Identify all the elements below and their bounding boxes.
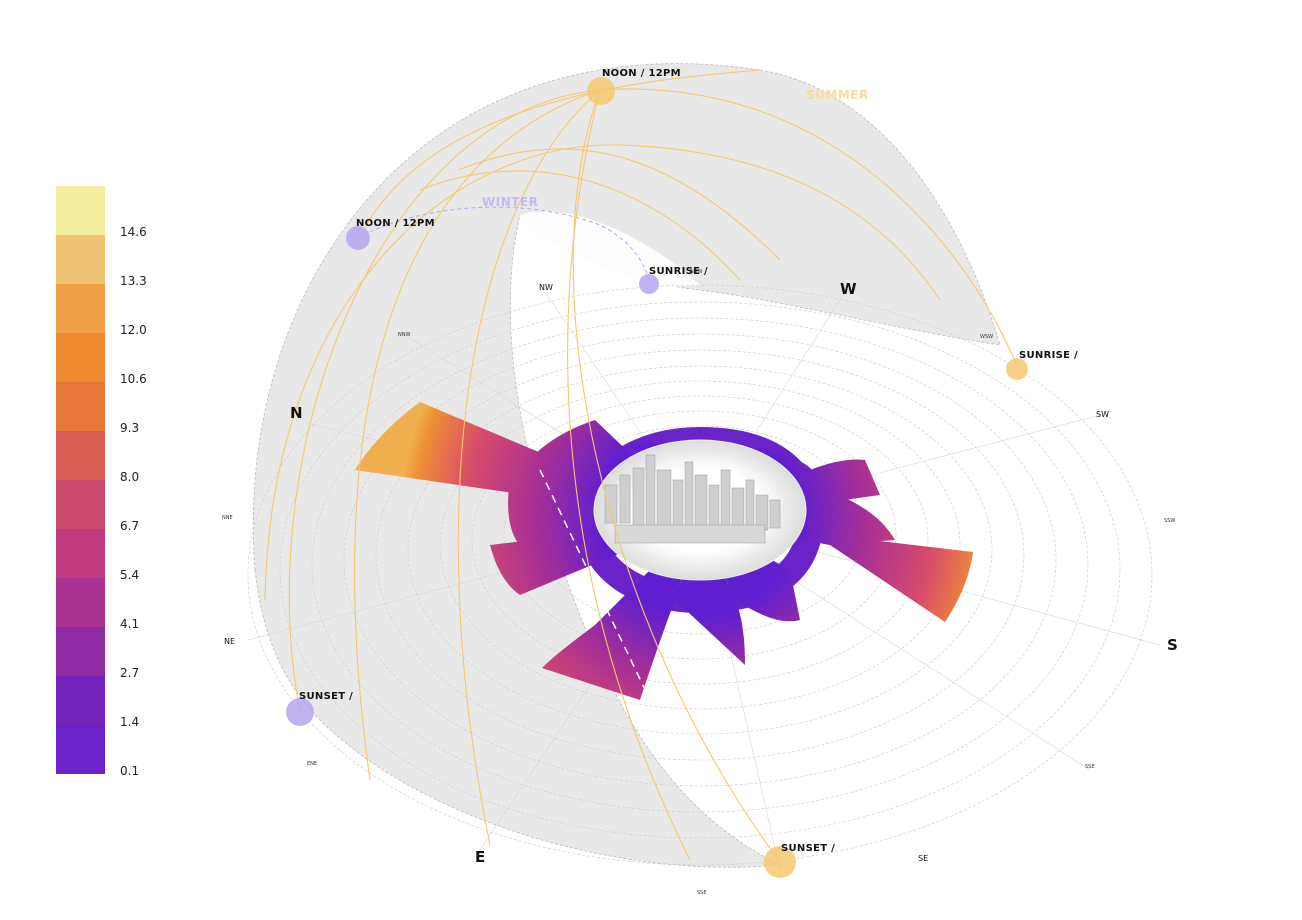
- summer-arc: [567, 89, 691, 861]
- building: [645, 454, 656, 531]
- direction-nw: NW: [539, 283, 553, 292]
- summer-arc: [264, 144, 941, 601]
- building: [632, 467, 645, 527]
- legend-tick-label: 8.0: [120, 470, 140, 484]
- legend-tick-label: 14.6: [120, 225, 147, 239]
- ground-ring: [247, 284, 1153, 866]
- ground-ring: [343, 333, 1057, 787]
- summer-sunrise-label: SUNRISE /: [1019, 350, 1078, 361]
- direction-w: W: [840, 280, 857, 298]
- winter-sunrise-sun: [639, 274, 659, 294]
- ground-ring: [407, 365, 993, 735]
- legend-tick-label: 12.0: [120, 323, 147, 337]
- legend-swatch: [56, 578, 105, 627]
- direction-sse-right: SSE: [1085, 764, 1095, 770]
- summer-arc: [354, 89, 601, 781]
- direction-nnw-near-sunrise: NNW: [690, 269, 702, 275]
- legend-swatch: [56, 480, 105, 529]
- building: [656, 469, 672, 533]
- ground-ring: [311, 317, 1089, 813]
- direction-wsw: WSW: [980, 334, 993, 340]
- summer-sun-paths: [264, 69, 1019, 863]
- direction-e: E: [475, 848, 485, 866]
- direction-n: N: [290, 404, 303, 422]
- summer-noon-sun: [587, 77, 615, 105]
- legend-tick-label: 4.1: [120, 617, 140, 631]
- legend-swatch: [56, 284, 105, 333]
- ground-ring: [375, 349, 1025, 761]
- ground-ring: [503, 410, 897, 660]
- summer-sunset-label: SUNSET /: [781, 843, 835, 854]
- season-label-winter: WINTER: [482, 195, 538, 209]
- legend-swatch: [56, 235, 105, 284]
- north-axis-line: [539, 469, 651, 701]
- winter-sunrise-label: SUNRISE /: [649, 266, 708, 277]
- legend-tick-label: 10.6: [120, 372, 147, 386]
- legend-swatch: [56, 627, 105, 676]
- building: [604, 484, 618, 524]
- summer-sunset-sun: [764, 846, 796, 878]
- wind-rose-petal: [700, 520, 973, 622]
- summer-arc: [572, 89, 781, 863]
- direction-ene: ENE: [307, 761, 317, 767]
- legend-tick-label: 9.3: [120, 421, 140, 435]
- legend-tick-label: 13.3: [120, 274, 147, 288]
- winter-sunset-label: SUNSET /: [299, 691, 353, 702]
- direction-ssw: SSW: [1164, 518, 1175, 524]
- legend-swatch: [56, 382, 105, 431]
- city-model: [593, 439, 807, 581]
- legend-tick-label: 2.7: [120, 666, 140, 680]
- direction-se: SE: [918, 854, 928, 863]
- legend-swatch: [56, 676, 105, 725]
- building: [614, 524, 766, 544]
- winter-sunset-sun: [286, 698, 314, 726]
- direction-sw: SW: [1096, 410, 1109, 419]
- summer-arc: [288, 88, 1019, 713]
- direction-sse-bottom: SSE: [697, 890, 707, 896]
- direction-s: S: [1167, 636, 1178, 654]
- dome-opening: [519, 211, 700, 296]
- building: [684, 461, 694, 535]
- direction-ne: NE: [224, 637, 235, 646]
- summer-noon-label: NOON / 12PM: [602, 68, 681, 79]
- legend-swatch: [56, 186, 105, 235]
- summer-arc: [359, 69, 761, 237]
- legend-scale: 14.6 13.3 12.0 10.6 9.3 8.0 6.7 5.4 4.1 …: [56, 186, 176, 778]
- legend-swatch: [56, 333, 105, 382]
- winter-noon-label: NOON / 12PM: [356, 218, 435, 229]
- legend-tick-label: 5.4: [120, 568, 140, 582]
- ground-ring: [279, 301, 1121, 839]
- summer-arc: [419, 170, 741, 281]
- winter-sun-path: [356, 206, 651, 284]
- legend-tick-label: 6.7: [120, 519, 140, 533]
- direction-nne: NNE: [222, 515, 233, 521]
- legend-tick-label: 0.1: [120, 764, 140, 778]
- ground-ring: [471, 395, 929, 685]
- building: [619, 474, 631, 524]
- legend-swatch: [56, 431, 105, 480]
- winter-noon-sun: [346, 226, 370, 250]
- summer-sunrise-sun: [1006, 358, 1028, 380]
- ground-ring: [439, 380, 961, 710]
- legend-tick-label: 1.4: [120, 715, 140, 729]
- sun-dome-shell: [252, 63, 1001, 868]
- legend-swatch: [56, 529, 105, 578]
- season-label-summer: SUMMER: [806, 88, 869, 102]
- ground-grid: [247, 284, 1153, 866]
- legend-swatch: [56, 725, 105, 774]
- summer-arc: [457, 148, 781, 261]
- building: [769, 499, 781, 529]
- direction-nnw: NNW: [398, 332, 410, 338]
